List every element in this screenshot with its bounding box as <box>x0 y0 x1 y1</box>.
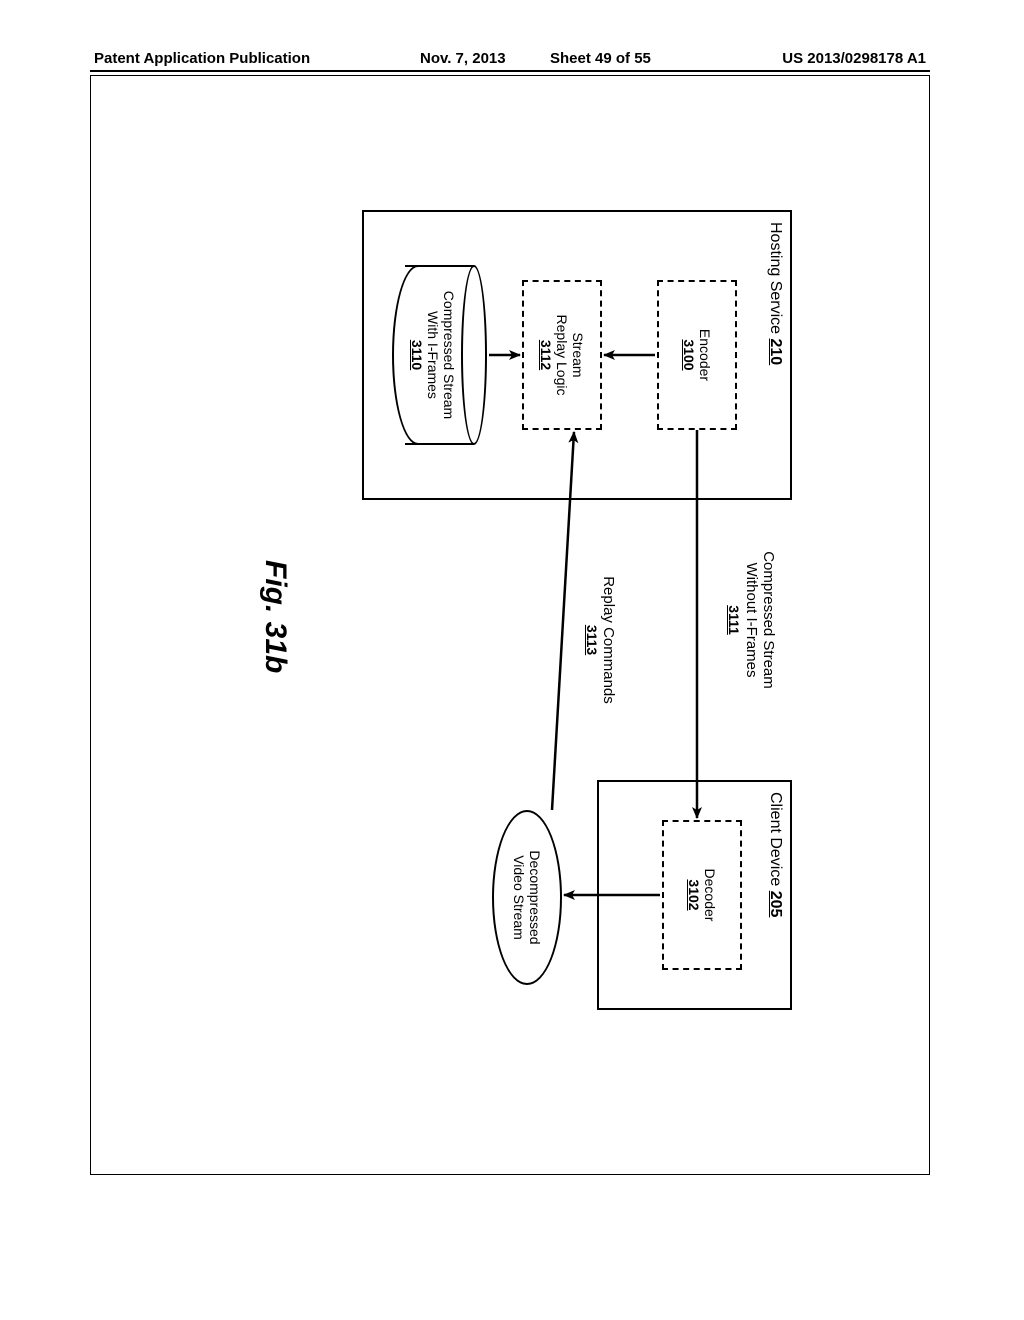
compressed-stream-label: Compressed Stream Without I-Frames 3111 <box>725 520 777 720</box>
compressed-line1: Compressed Stream <box>760 520 777 720</box>
output-label1: Decompressed <box>527 850 543 944</box>
figure-caption: Fig. 31b <box>258 560 292 673</box>
header-sheet: Sheet 49 of 55 <box>550 50 651 67</box>
encoder-label: Encoder <box>697 329 713 381</box>
replay-logic-ref: 3112 <box>538 340 554 370</box>
replay-cmds-ref: 3113 <box>584 625 600 655</box>
encoder-box: Encoder 3100 <box>657 280 737 430</box>
replay-logic-label1: Stream <box>570 332 586 377</box>
decoder-label: Decoder <box>702 869 718 922</box>
diagram: Hosting Service 210 Encoder 3100 Stream … <box>192 170 832 1070</box>
storage-ref: 3110 <box>409 340 425 370</box>
decoder-box: Decoder 3102 <box>662 820 742 970</box>
replay-logic-label2: Replay Logic <box>554 315 570 396</box>
compressed-ref: 3111 <box>726 605 742 635</box>
encoder-ref: 3100 <box>681 339 697 370</box>
header-publication: Patent Application Publication <box>94 50 310 67</box>
decoder-ref: 3102 <box>686 879 702 910</box>
header-rule <box>90 70 930 72</box>
hosting-service-label: Hosting Service <box>767 222 784 334</box>
storage-label2: With I-Frames <box>425 265 441 445</box>
hosting-service-title: Hosting Service 210 <box>766 222 784 365</box>
header-pubnum: US 2013/0298178 A1 <box>782 50 926 67</box>
output-label2: Video Stream <box>511 850 527 944</box>
compressed-line2: Without I-Frames <box>743 520 760 720</box>
replay-commands-label: Replay Commands 3113 <box>583 550 618 730</box>
client-device-label: Client Device <box>767 792 784 886</box>
client-device-ref: 205 <box>767 891 784 918</box>
storage-cylinder: Compressed Stream With I-Frames 3110 <box>392 265 487 445</box>
replay-logic-box: Stream Replay Logic 3112 <box>522 280 602 430</box>
header-date: Nov. 7, 2013 <box>420 50 506 67</box>
diagram-wrapper: Hosting Service 210 Encoder 3100 Stream … <box>192 170 832 1070</box>
storage-label1: Compressed Stream <box>441 265 457 445</box>
client-device-title: Client Device 205 <box>766 792 784 917</box>
hosting-service-ref: 210 <box>767 339 784 366</box>
output-ellipse: Decompressed Video Stream <box>492 810 562 985</box>
replay-cmds-text: Replay Commands <box>600 550 617 730</box>
